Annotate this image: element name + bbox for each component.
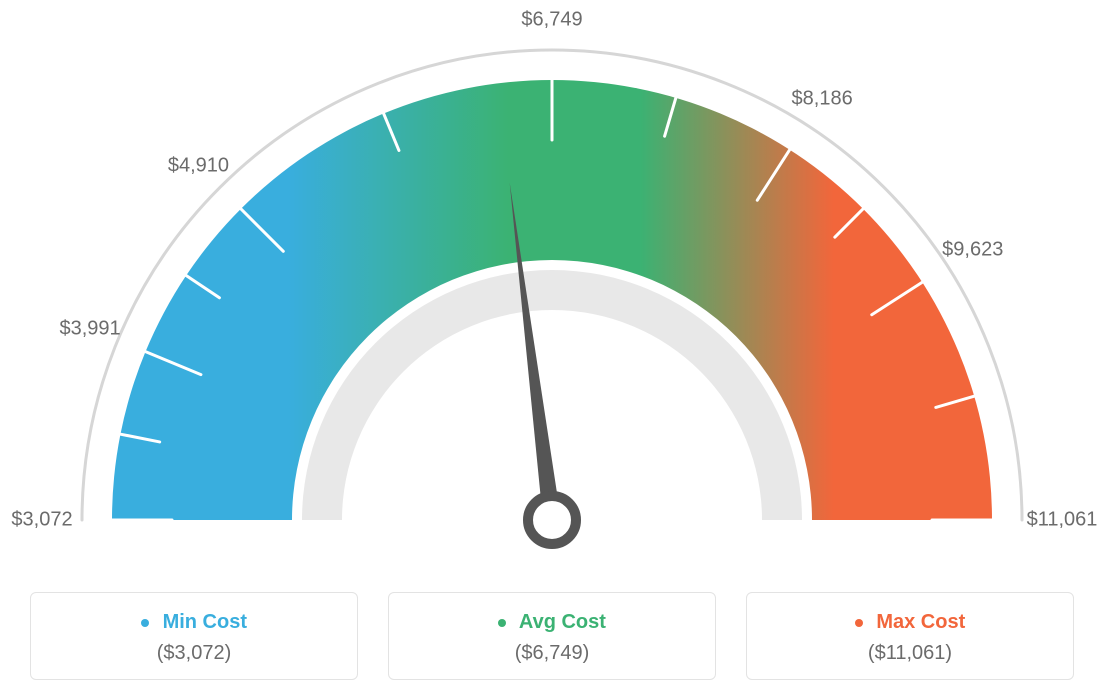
legend-card-max: Max Cost ($11,061) [746, 592, 1074, 680]
gauge-tick-label: $4,910 [168, 155, 229, 178]
dot-max [855, 619, 863, 627]
legend-value-min: ($3,072) [41, 642, 347, 665]
legend-card-min: Min Cost ($3,072) [30, 592, 358, 680]
gauge-tick-label: $11,061 [1027, 509, 1098, 532]
legend-value-max: ($11,061) [757, 642, 1063, 665]
gauge-tick-label: $9,623 [942, 238, 1003, 261]
gauge-tick-label: $3,991 [59, 317, 120, 340]
legend-row: Min Cost ($3,072) Avg Cost ($6,749) Max … [0, 592, 1104, 680]
legend-title-min-text: Min Cost [163, 611, 247, 633]
legend-title-max-text: Max Cost [876, 611, 965, 633]
gauge-svg [0, 0, 1104, 560]
legend-value-avg: ($6,749) [399, 642, 705, 665]
gauge-tick-label: $3,072 [11, 509, 72, 532]
dot-avg [498, 619, 506, 627]
chart-container: $3,072 $3,991 $4,910 $6,749 $8,186 $9,623 $11,… [0, 0, 1104, 690]
gauge-area: $3,072 $3,991 $4,910 $6,749 $8,186 $9,623 $11,… [0, 0, 1104, 560]
legend-title-avg-text: Avg Cost [519, 611, 606, 633]
legend-title-max: Max Cost [757, 611, 1063, 634]
dot-min [141, 619, 149, 627]
gauge-tick-label: $6,749 [521, 9, 582, 32]
gauge-tick-label: $8,186 [792, 88, 853, 111]
legend-card-avg: Avg Cost ($6,749) [388, 592, 716, 680]
legend-title-avg: Avg Cost [399, 611, 705, 634]
legend-title-min: Min Cost [41, 611, 347, 634]
